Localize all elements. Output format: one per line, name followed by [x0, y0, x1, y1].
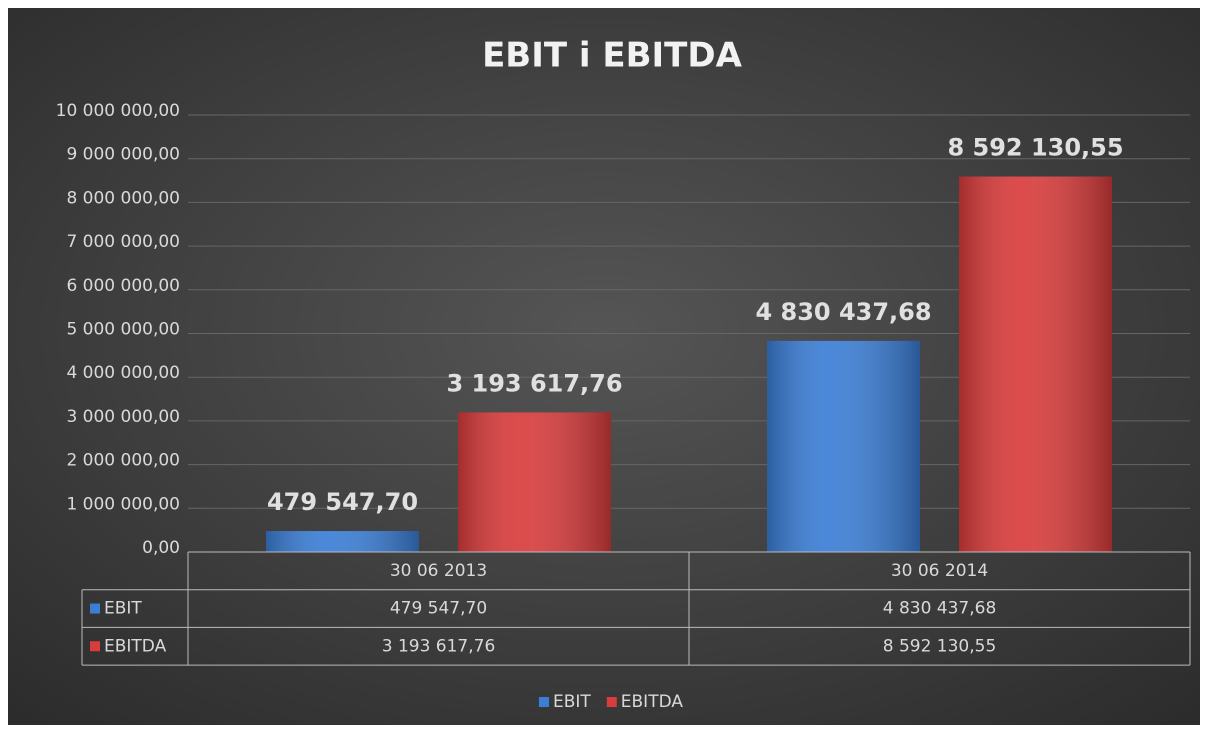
chart-title: EBIT i EBITDA — [482, 36, 743, 76]
bar-shade — [767, 340, 920, 552]
table-legend-key — [90, 641, 100, 652]
y-tick-label: 8 000 000,00 — [66, 188, 180, 208]
y-tick-label: 9 000 000,00 — [66, 145, 180, 165]
y-tick-label: 1 000 000,00 — [66, 494, 180, 514]
y-tick-label: 5 000 000,00 — [66, 320, 180, 340]
bar-shade — [959, 176, 1112, 552]
table-cell: 4 830 437,68 — [883, 599, 997, 619]
x-tick-label: 30 06 2014 — [891, 561, 988, 581]
y-tick-label: 2 000 000,00 — [66, 451, 180, 471]
table-cell: 8 592 130,55 — [883, 636, 997, 656]
legend-key — [606, 697, 617, 707]
bar-shade — [458, 412, 611, 552]
data-label: 4 830 437,68 — [755, 298, 931, 326]
y-tick-label: 7 000 000,00 — [66, 232, 180, 252]
legend-label: EBIT — [553, 692, 591, 712]
table-series-name: EBITDA — [104, 636, 167, 656]
y-tick-label: 10 000 000,00 — [56, 101, 180, 121]
y-tick-label: 4 000 000,00 — [66, 363, 180, 383]
legend-label: EBITDA — [621, 692, 684, 712]
table-legend-key — [90, 603, 100, 614]
bar-shade — [266, 531, 419, 552]
data-label: 8 592 130,55 — [947, 134, 1123, 162]
y-tick-label: 3 000 000,00 — [66, 407, 180, 427]
legend-key — [538, 697, 549, 707]
y-tick-label: 0,00 — [142, 538, 180, 558]
x-tick-label: 30 06 2013 — [390, 561, 487, 581]
table-series-name: EBIT — [104, 599, 142, 619]
data-label: 479 547,70 — [267, 488, 418, 516]
table-cell: 479 547,70 — [390, 599, 487, 619]
data-label: 3 193 617,76 — [446, 369, 622, 397]
y-tick-label: 6 000 000,00 — [66, 276, 180, 296]
table-cell: 3 193 617,76 — [382, 636, 496, 656]
